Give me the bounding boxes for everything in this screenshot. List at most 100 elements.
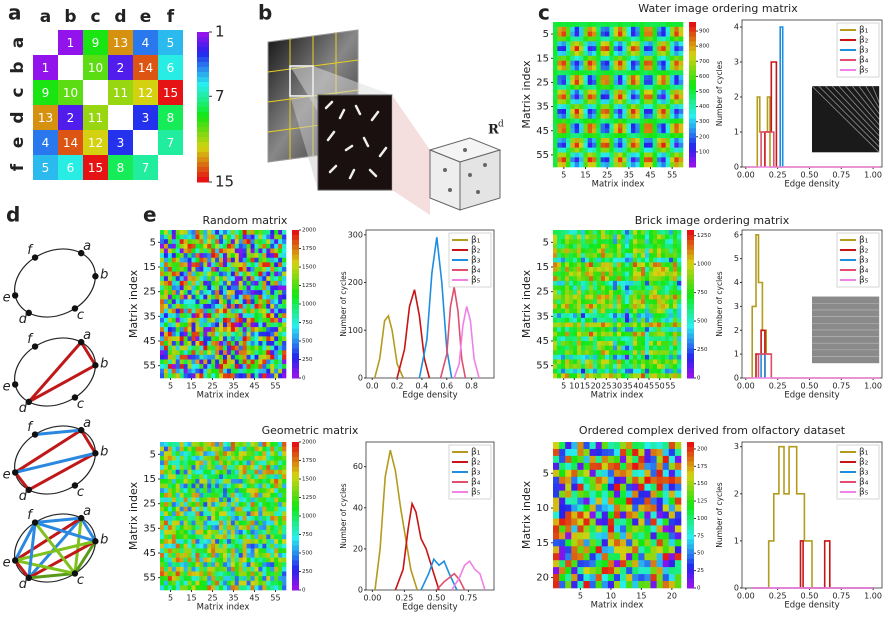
heatmap-texture — [593, 280, 598, 286]
heatmap-texture — [601, 476, 609, 485]
heatmap-texture — [266, 451, 271, 457]
heatmap-texture — [199, 271, 204, 277]
heatmap-texture — [242, 285, 247, 291]
heatmap-texture — [670, 89, 675, 95]
heatmap-texture — [215, 239, 220, 245]
heatmap-texture — [167, 451, 173, 457]
heatmap-texture — [674, 448, 682, 457]
heatmap-texture — [160, 345, 165, 351]
heatmap-texture — [553, 532, 560, 540]
heatmap-texture — [661, 31, 666, 37]
heatmap-texture — [219, 262, 224, 268]
heatmap-texture — [665, 36, 671, 42]
heatmap-texture — [266, 492, 271, 498]
heatmap-texture — [618, 84, 623, 90]
heatmap-texture — [179, 285, 184, 291]
heatmap-texture — [183, 576, 188, 582]
heatmap-texture — [601, 497, 609, 505]
heatmap-texture — [187, 446, 192, 452]
heatmap-texture — [211, 350, 216, 356]
heatmap-texture — [571, 469, 578, 478]
heatmap-texture — [596, 94, 601, 100]
heatmap-texture — [569, 322, 574, 328]
heatmap-texture — [163, 543, 169, 549]
heatmap-texture — [199, 520, 204, 526]
heatmap-texture — [250, 290, 255, 296]
heatmap-texture — [219, 327, 224, 333]
heatmap-texture — [258, 304, 263, 309]
heatmap-texture — [160, 543, 165, 549]
heatmap-texture — [226, 492, 232, 498]
heatmap-texture — [665, 317, 670, 323]
heatmap-texture — [171, 271, 177, 277]
heatmap-texture — [282, 543, 287, 549]
heatmap-texture — [571, 511, 578, 519]
heatmap-texture — [191, 566, 196, 572]
heatmap-texture — [187, 336, 192, 342]
heatmap-texture — [674, 22, 679, 28]
x-tick-label: 25 — [207, 594, 217, 603]
heatmap-texture — [215, 322, 220, 328]
heatmap-texture — [199, 262, 204, 268]
heatmap-texture — [629, 248, 634, 254]
heatmap-texture — [250, 455, 255, 461]
heatmap-texture — [282, 257, 287, 263]
heatmap-texture — [657, 109, 662, 115]
x-tick-label: 0.75 — [832, 171, 850, 180]
heatmap-texture — [669, 359, 674, 365]
heatmap-texture — [171, 566, 177, 572]
heatmap-texture — [557, 133, 562, 139]
heatmap-texture — [656, 518, 664, 526]
heatmap-texture — [652, 84, 658, 90]
heatmap-texture — [278, 548, 283, 554]
heatmap-texture — [632, 476, 639, 485]
heatmap-texture — [571, 455, 578, 464]
heatmap-texture — [203, 322, 208, 328]
heatmap-texture — [661, 113, 666, 119]
heatmap-texture — [203, 460, 208, 466]
heatmap-texture — [274, 257, 279, 263]
heatmap-texture — [673, 341, 678, 346]
heatmap-texture — [274, 492, 279, 498]
colorbar-segment — [197, 92, 209, 98]
colorbar-segment — [292, 264, 299, 270]
heatmap-texture — [282, 294, 287, 300]
heatmap-texture — [179, 492, 184, 498]
heatmap-texture — [561, 230, 566, 235]
heatmap-texture — [625, 327, 630, 333]
heatmap-texture — [242, 313, 247, 319]
heatmap-texture — [226, 534, 232, 540]
heatmap-texture — [589, 327, 594, 333]
heatmap-texture — [589, 483, 596, 491]
heatmap-texture — [215, 566, 220, 572]
heatmap-texture — [171, 294, 177, 300]
heatmap-texture — [187, 488, 192, 494]
heatmap-texture — [596, 138, 601, 144]
colorbar-segment — [197, 72, 209, 78]
heatmap-texture — [674, 104, 679, 110]
heatmap-texture — [585, 341, 590, 346]
heatmap-texture — [678, 152, 684, 158]
heatmap-texture — [254, 368, 259, 374]
heatmap-texture — [553, 60, 558, 66]
heatmap-texture — [266, 257, 271, 263]
heatmap-texture — [639, 36, 645, 42]
heatmap-texture — [645, 257, 650, 263]
heatmap-texture — [191, 294, 196, 300]
heatmap-texture — [581, 350, 586, 356]
heatmap-texture — [171, 308, 177, 314]
heatmap-texture — [565, 504, 572, 512]
heatmap-texture — [266, 336, 271, 342]
heatmap-texture — [282, 585, 287, 591]
heatmap-texture — [571, 504, 578, 512]
heatmap-texture — [641, 285, 646, 291]
colorbar-segment — [687, 249, 694, 256]
colorbar-segment — [197, 162, 209, 168]
heatmap-texture — [661, 157, 666, 163]
heatmap-texture — [219, 368, 224, 374]
heatmap-texture — [670, 22, 675, 28]
heatmap-texture — [644, 138, 649, 144]
heatmap-texture — [282, 483, 287, 489]
heatmap-texture — [661, 123, 666, 129]
heatmap-texture — [665, 133, 671, 139]
